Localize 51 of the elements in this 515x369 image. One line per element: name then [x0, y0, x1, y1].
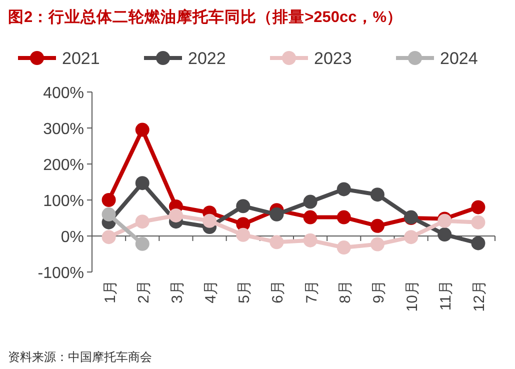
point	[370, 218, 384, 233]
point	[102, 230, 116, 244]
point	[236, 228, 250, 242]
point	[202, 214, 217, 228]
legend-label: 2022	[188, 49, 226, 68]
x-tick-label: 10月	[404, 280, 422, 312]
legend-label: 2024	[440, 49, 478, 68]
point	[135, 176, 150, 190]
x-tick-label: 9月	[370, 280, 388, 304]
x-tick-label: 5月	[236, 280, 254, 304]
point	[236, 199, 250, 214]
point	[303, 194, 318, 209]
point	[135, 122, 150, 137]
x-tick-label: 12月	[471, 280, 488, 312]
point	[135, 236, 150, 251]
point	[471, 236, 486, 250]
point	[336, 240, 351, 255]
point	[471, 215, 486, 230]
y-tick-label: 0%	[60, 229, 84, 246]
point	[471, 200, 486, 214]
x-tick-label: 7月	[303, 280, 320, 304]
y-tick-label: -100%	[38, 265, 84, 282]
point	[336, 210, 351, 224]
x-tick-label: 11月	[438, 280, 455, 311]
point	[270, 207, 284, 222]
y-tick-label: 100%	[43, 193, 84, 210]
point	[135, 214, 150, 229]
y-tick-label: 300%	[43, 121, 84, 138]
point	[303, 233, 318, 248]
x-tick-label: 8月	[336, 280, 354, 304]
y-tick-label: 200%	[43, 157, 84, 174]
x-tick-label: 1月	[102, 280, 119, 304]
x-tick-label: 4月	[202, 280, 220, 304]
x-tick-label: 6月	[270, 280, 287, 304]
point	[370, 188, 384, 202]
point	[102, 207, 116, 222]
x-tick-label: 3月	[168, 280, 186, 304]
point	[438, 228, 452, 242]
x-tick-label: 2月	[135, 280, 152, 304]
legend-label: 2021	[62, 49, 100, 68]
point	[102, 193, 116, 207]
legend-label: 2023	[314, 49, 352, 68]
text: 资料来源：中国摩托车商会	[8, 350, 152, 364]
point	[303, 210, 318, 224]
y-tick-label: 400%	[43, 85, 84, 102]
point	[370, 237, 384, 252]
point	[270, 235, 284, 250]
point	[168, 208, 183, 222]
point	[404, 230, 418, 244]
chart-title: 图2：行业总体二轮燃油摩托车同比（排量>250cc，%）	[8, 8, 403, 26]
point	[336, 182, 351, 196]
